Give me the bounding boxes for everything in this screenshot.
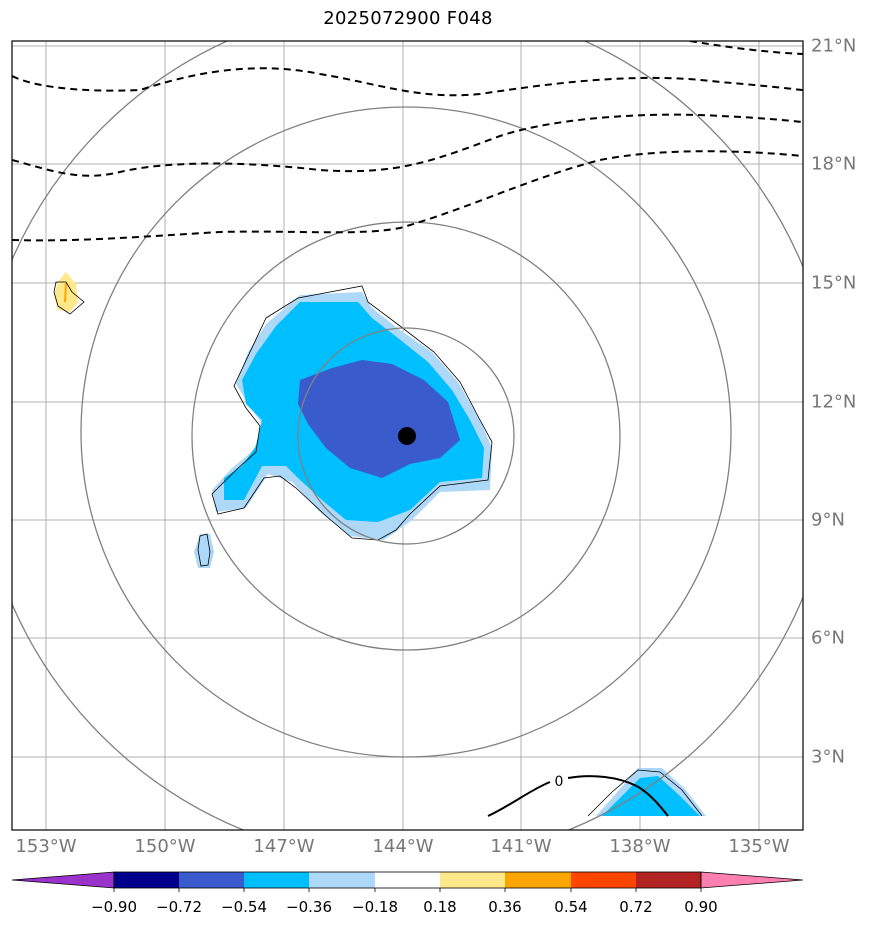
anomaly-shading — [54, 272, 706, 816]
contour-label: 0 — [555, 774, 564, 790]
longitude-label: 135°W — [728, 836, 790, 857]
range-rings — [12, 41, 803, 830]
longitude-label: 138°W — [609, 836, 671, 857]
colorbar-tick-label: 0.36 — [488, 898, 522, 916]
map-title: 2025072900 F048 — [323, 8, 493, 29]
longitude-label: 144°W — [372, 836, 434, 857]
colorbar-segment — [244, 872, 309, 888]
colorbar-tick-label: −0.54 — [221, 898, 267, 916]
colorbar-under-arrow — [11, 871, 115, 889]
colorbar-tick-label: 0.72 — [619, 898, 653, 916]
colorbar-segment — [440, 872, 505, 888]
zero-contours — [53, 281, 703, 817]
solid-contour-south — [487, 775, 669, 817]
colorbar-tick-label: 0.54 — [554, 898, 588, 916]
map-frame — [11, 40, 804, 831]
map-area: 0 — [12, 41, 803, 830]
longitude-label: 153°W — [15, 836, 77, 857]
colorbar-segment — [309, 872, 375, 888]
colorbar-tick-label: −0.72 — [156, 898, 202, 916]
colorbar-segment — [114, 872, 179, 888]
latitude-label: 12°N — [811, 391, 857, 413]
latitude-label: 21°N — [811, 35, 857, 57]
colorbar — [11, 871, 804, 892]
colorbar-tick-label: 0.90 — [684, 898, 718, 916]
colorbar-segment — [179, 872, 244, 888]
longitude-label: 147°W — [253, 836, 315, 857]
anomaly-shade-dark-blue — [298, 360, 460, 478]
longitude-label: 150°W — [134, 836, 196, 857]
colorbar-segment — [505, 872, 571, 888]
colorbar-segment — [375, 872, 440, 888]
latitude-label: 18°N — [811, 153, 857, 175]
anomaly-shade-west-blob — [194, 534, 214, 568]
latitude-label: 6°N — [811, 627, 845, 649]
colorbar-segment — [571, 872, 636, 888]
colorbar-tick-label: −0.90 — [91, 898, 137, 916]
dashed-contours — [12, 41, 803, 242]
latitude-label: 15°N — [811, 272, 857, 294]
colorbar-tick-label: −0.18 — [352, 898, 398, 916]
colorbar-tick-label: −0.36 — [286, 898, 332, 916]
colorbar-segment — [636, 872, 701, 888]
storm-center-marker — [398, 427, 416, 445]
latitude-label: 3°N — [811, 746, 845, 768]
colorbar-over-arrow — [700, 871, 804, 889]
latitude-label: 9°N — [811, 509, 845, 531]
colorbar-tick-label: 0.18 — [423, 898, 457, 916]
longitude-label: 141°W — [490, 836, 552, 857]
